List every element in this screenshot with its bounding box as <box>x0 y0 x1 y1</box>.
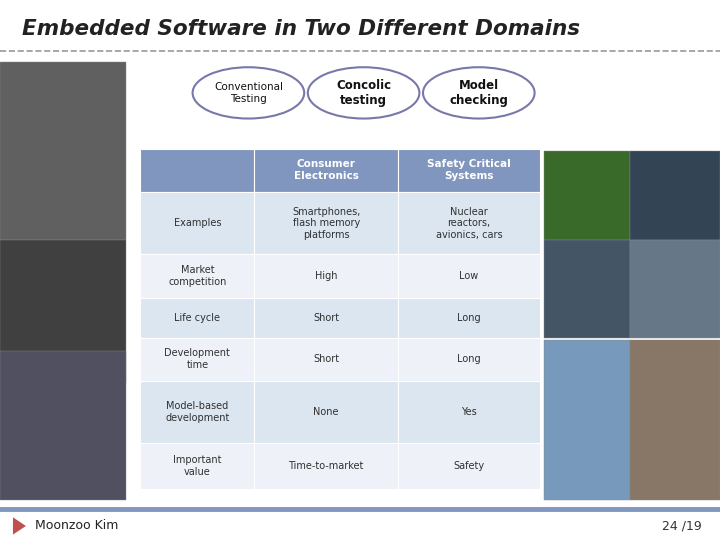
Text: Short: Short <box>313 313 339 323</box>
Text: Safety Critical
Systems: Safety Critical Systems <box>427 159 511 181</box>
Bar <box>544 151 630 240</box>
Ellipse shape <box>192 68 304 118</box>
Bar <box>544 240 630 338</box>
Text: Moonzoo Kim: Moonzoo Kim <box>35 519 118 532</box>
Bar <box>254 148 398 192</box>
Text: Nuclear
reactors,
avionics, cars: Nuclear reactors, avionics, cars <box>436 207 503 240</box>
Bar <box>398 443 540 489</box>
Polygon shape <box>13 517 26 535</box>
Text: Model
checking: Model checking <box>449 79 508 107</box>
Bar <box>140 254 254 298</box>
Text: Time-to-market: Time-to-market <box>289 461 364 471</box>
Text: Low: Low <box>459 271 479 281</box>
Text: 24 /19: 24 /19 <box>662 519 702 532</box>
Text: Yes: Yes <box>462 407 477 417</box>
Bar <box>398 298 540 338</box>
Text: Model-based
development: Model-based development <box>165 401 230 423</box>
Bar <box>254 298 398 338</box>
Text: Consumer
Electronics: Consumer Electronics <box>294 159 359 181</box>
Bar <box>398 192 540 254</box>
Bar <box>254 338 398 381</box>
Text: Safety: Safety <box>454 461 485 471</box>
Text: Examples: Examples <box>174 218 221 228</box>
Text: Important
value: Important value <box>173 455 222 477</box>
Text: Development
time: Development time <box>164 348 230 370</box>
Bar <box>0 351 126 500</box>
Bar <box>140 443 254 489</box>
Text: Long: Long <box>457 313 481 323</box>
Bar <box>630 240 720 338</box>
Bar <box>398 381 540 443</box>
Text: None: None <box>313 407 339 417</box>
Text: Conventional
Testing: Conventional Testing <box>214 82 283 104</box>
Bar <box>254 254 398 298</box>
Text: Smartphones,
flash memory
platforms: Smartphones, flash memory platforms <box>292 207 361 240</box>
Text: Concolic
testing: Concolic testing <box>336 79 391 107</box>
Bar <box>140 338 254 381</box>
Bar <box>398 338 540 381</box>
Bar <box>254 192 398 254</box>
Bar <box>630 151 720 240</box>
Bar <box>0 62 126 240</box>
Bar <box>544 340 630 500</box>
Ellipse shape <box>423 68 534 118</box>
Text: Short: Short <box>313 354 339 364</box>
Bar <box>140 192 254 254</box>
Text: High: High <box>315 271 338 281</box>
Bar <box>630 340 720 500</box>
Bar <box>254 381 398 443</box>
Bar <box>254 443 398 489</box>
Ellipse shape <box>307 68 419 118</box>
Bar <box>0 240 126 383</box>
Text: Long: Long <box>457 354 481 364</box>
Text: Life cycle: Life cycle <box>174 313 220 323</box>
Text: Embedded Software in Two Different Domains: Embedded Software in Two Different Domai… <box>22 19 580 39</box>
Bar <box>140 298 254 338</box>
Bar <box>398 148 540 192</box>
Bar <box>398 254 540 298</box>
Bar <box>140 148 254 192</box>
Text: Market
competition: Market competition <box>168 265 227 287</box>
Bar <box>140 381 254 443</box>
